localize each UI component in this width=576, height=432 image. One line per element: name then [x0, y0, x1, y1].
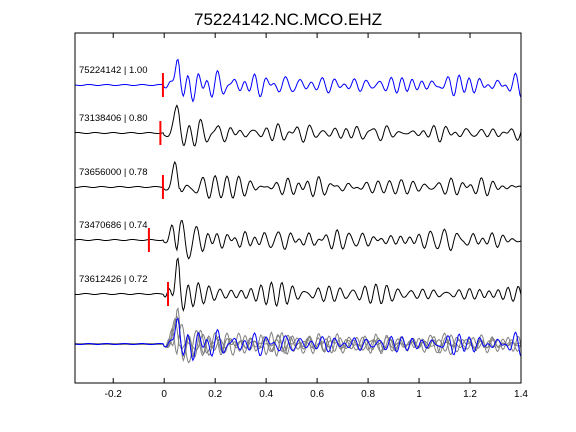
- chart-title: 75224142.NC.MCO.EHZ: [194, 10, 382, 29]
- overlay-master-trace: [74, 317, 522, 362]
- x-tick-label-4: 0.6: [310, 389, 324, 400]
- overlay-trace-0: [74, 315, 522, 358]
- trace-0: [74, 58, 522, 103]
- overlay-stack: [74, 307, 522, 364]
- trace-label-0: 75224142 | 1.00: [79, 65, 148, 76]
- trace-label-1: 73138406 | 0.80: [79, 113, 148, 124]
- x-tick-label-1: 0: [161, 389, 167, 400]
- x-tick-label-3: 0.4: [259, 389, 273, 400]
- plot-frame: [74, 32, 522, 384]
- trace-4: [74, 257, 522, 313]
- trace-label-3: 73470686 | 0.74: [79, 220, 148, 231]
- x-tick-label-5: 0.8: [361, 389, 375, 400]
- trace-label-4: 73612426 | 0.72: [79, 274, 148, 285]
- trace-2: [75, 160, 522, 199]
- trace-1: [74, 104, 522, 147]
- x-tick-label-0: -0.2: [105, 389, 123, 400]
- x-tick-label-2: 0.2: [208, 389, 222, 400]
- x-tick-label-6: 1: [416, 389, 422, 400]
- trace-label-2: 73656000 | 0.78: [79, 167, 148, 178]
- traces-layer: 75224142 | 1.00 73138406 | 0.80 73656000 |…: [74, 58, 522, 313]
- x-tick-label-7: 1.2: [463, 389, 477, 400]
- overlay-trace-3: [74, 307, 522, 363]
- x-axis: -0.2 0 0.2 0.4 0.6 0.8 1 1.2 1.4: [105, 33, 528, 400]
- x-tick-label-8: 1.4: [514, 389, 528, 400]
